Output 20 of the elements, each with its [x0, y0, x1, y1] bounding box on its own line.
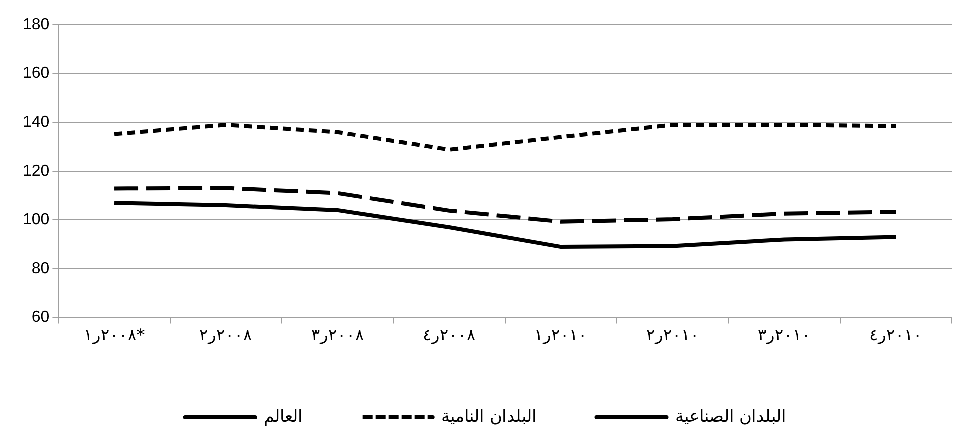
line-series	[112, 123, 898, 152]
y-tick-label: 80	[32, 260, 50, 278]
y-tick-label: 160	[22, 65, 50, 82]
x-tick-label: ٢٠٠٨ر٤	[423, 326, 476, 345]
legend-label: البلدان الصناعية	[675, 406, 787, 427]
y-tick-label: 100	[22, 212, 50, 229]
y-tick-label: 60	[32, 309, 50, 326]
x-tick-label: ٢٠١٠ر١	[534, 326, 588, 345]
y-tick-label: 180	[22, 16, 50, 34]
x-tick-label: ٢٠٠٨ر٣	[311, 326, 364, 345]
x-tick-label: ٢٠١٠ر٢	[646, 326, 700, 345]
line-series	[112, 186, 898, 224]
x-tick-label: ٢٠٠٨ر١*	[84, 326, 146, 345]
x-tick-label: ٢٠١٠ر٣	[758, 326, 812, 345]
x-tick-label: ٢٠١٠ر٤	[870, 326, 923, 345]
legend-label: العالم	[264, 406, 303, 427]
x-tick-label: ٢٠٠٨ر٢	[200, 326, 253, 345]
legend-label: البلدان النامية	[441, 406, 537, 427]
y-tick-label: 120	[22, 162, 50, 180]
y-tick-label: 140	[22, 114, 50, 132]
